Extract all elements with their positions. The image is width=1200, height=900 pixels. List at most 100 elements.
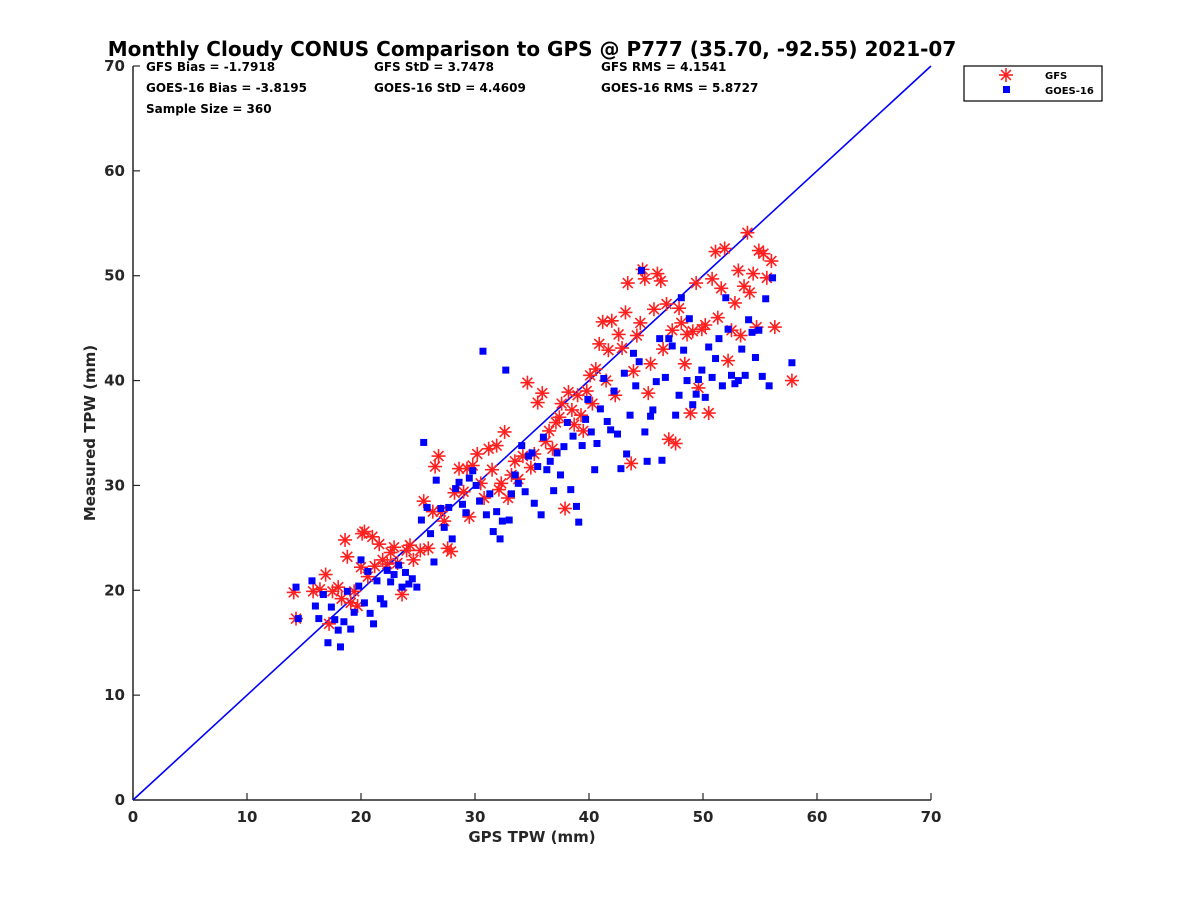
goes16-point: [324, 639, 332, 647]
goes16-point: [452, 485, 460, 493]
goes16-point: [620, 369, 628, 377]
goes16-point: [672, 411, 680, 419]
statistics-block: GFS Bias = -1.7918 GFS StD = 3.7478 GFS …: [146, 60, 758, 116]
goes16-point: [661, 373, 669, 381]
goes16-point: [668, 342, 676, 350]
goes16-point: [370, 620, 378, 628]
goes16-point: [741, 371, 749, 379]
gfs-point: [413, 543, 428, 558]
goes16-point: [420, 438, 428, 446]
goes16-point: [596, 405, 604, 413]
gfs-point: [403, 538, 418, 553]
gfs-point: [579, 384, 594, 399]
gfs-point: [604, 313, 619, 328]
gfs-point: [624, 456, 639, 471]
goes16-point: [705, 343, 713, 351]
gfs-point: [554, 396, 569, 411]
goes16-point: [432, 476, 440, 484]
gfs-bias-text: GFS Bias = -1.7918: [146, 60, 275, 74]
goes16-point: [336, 643, 344, 651]
gfs-point: [367, 559, 382, 574]
goes16-point: [788, 359, 796, 367]
gfs-point: [677, 356, 692, 371]
goes16-point: [652, 378, 660, 386]
goes16-point: [641, 428, 649, 436]
gfs-point: [646, 302, 661, 317]
gfs-point: [520, 375, 535, 390]
gfs-point: [567, 417, 582, 432]
goes16-point: [567, 486, 575, 494]
goes16-point: [493, 508, 501, 516]
gfs-point: [714, 281, 729, 296]
gfs-point: [764, 254, 779, 269]
gfs-point: [387, 540, 402, 555]
goes16-point: [511, 471, 519, 479]
gfs-point: [340, 549, 355, 564]
goes16-point: [514, 479, 522, 487]
gfs-point: [558, 501, 573, 516]
goes16-point: [751, 354, 759, 362]
gfs-point: [665, 323, 680, 338]
chart-title: Monthly Cloudy CONUS Comparison to GPS @…: [108, 37, 957, 61]
legend-gfs-label: GFS: [1045, 71, 1067, 82]
goes16-point: [528, 449, 536, 457]
goes16-point: [698, 366, 706, 374]
goes16-point: [656, 335, 664, 343]
gfs-point: [620, 276, 635, 291]
gfs-point: [685, 324, 700, 339]
goes16-point: [582, 415, 590, 423]
goes16-point: [665, 335, 673, 343]
goes16-point: [390, 571, 398, 579]
x-tick-label: 70: [921, 808, 942, 826]
goes16-point: [405, 580, 413, 588]
sample-size-text: Sample Size = 360: [146, 102, 272, 116]
goes16-point: [465, 474, 473, 482]
goes16-point: [683, 377, 691, 385]
y-tick-label: 20: [104, 581, 125, 599]
gfs-point: [717, 241, 732, 256]
goes16-point: [331, 616, 339, 624]
goes16-point: [614, 430, 621, 438]
goes16-point: [423, 503, 431, 511]
gfs-point: [485, 462, 500, 477]
goes16-point: [658, 456, 666, 464]
goes16-point: [401, 568, 409, 576]
goes16-points: [292, 266, 796, 651]
goes16-point: [521, 488, 529, 496]
gfs-point: [494, 476, 509, 491]
gfs-point: [611, 327, 626, 342]
goes16-point: [476, 497, 484, 505]
gfs-point: [672, 301, 687, 316]
goes16-point: [637, 266, 645, 274]
goes16-point: [518, 442, 526, 450]
goes16-point: [572, 502, 580, 510]
goes16-point: [530, 499, 538, 507]
goes16-point: [569, 432, 577, 440]
gfs-point: [618, 305, 633, 320]
goes16-point: [315, 615, 323, 623]
y-tick-label: 40: [104, 372, 125, 390]
goes16-point: [563, 419, 571, 427]
gfs-point: [456, 484, 471, 499]
goes16-point: [738, 345, 746, 353]
goes16-point: [728, 371, 735, 379]
goes16-point: [680, 346, 688, 354]
x-tick-label: 40: [579, 808, 600, 826]
goes16-point: [724, 325, 732, 333]
goes-bias-text: GOES-16 Bias = -3.8195: [146, 81, 307, 95]
goes16-point: [343, 587, 351, 595]
gfs-point: [318, 567, 333, 582]
goes16-point: [694, 376, 702, 384]
gfs-point: [592, 336, 607, 351]
gfs-point: [701, 406, 716, 421]
gfs-point: [689, 276, 704, 291]
y-tick-label: 60: [104, 162, 125, 180]
goes-rms-text: GOES-16 RMS = 5.8727: [601, 81, 758, 95]
goes16-point: [340, 618, 348, 626]
goes16-point: [292, 583, 300, 591]
gfs-point: [535, 386, 550, 401]
goes16-point: [472, 481, 480, 489]
goes16-point: [537, 511, 545, 519]
gfs-point: [306, 584, 321, 599]
goes16-point: [437, 504, 445, 512]
